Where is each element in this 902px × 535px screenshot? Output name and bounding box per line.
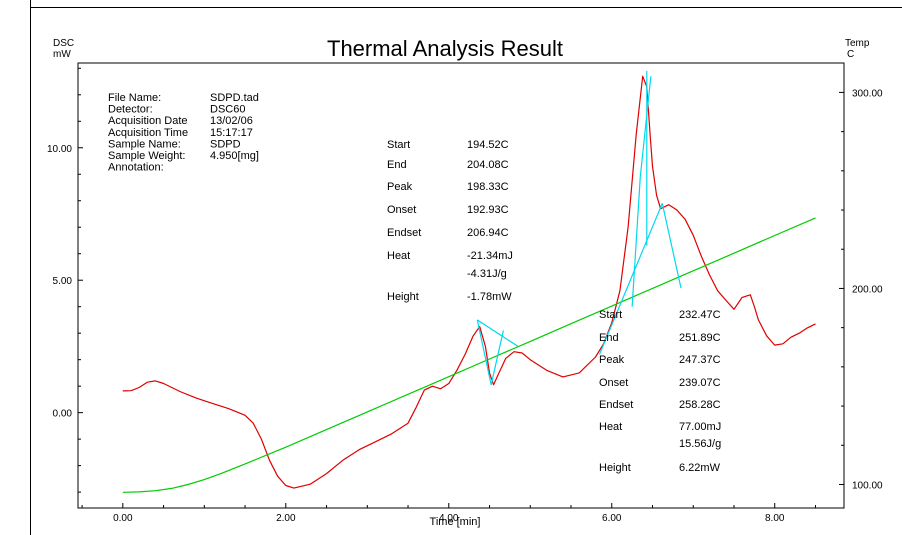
peak2-value: 15.56J/g (679, 438, 721, 450)
peak-baseline-line (639, 76, 652, 177)
peak1-label: Endset (387, 227, 421, 239)
y-left-axis-ticks: 0.00 5.00 10.00 (47, 67, 83, 493)
y-right-tick-label: 200.00 (852, 284, 883, 295)
temperature-series-line (122, 217, 816, 493)
dsc-series-line (122, 75, 816, 489)
peak2-label: Peak (599, 354, 625, 366)
peak-baseline-line (476, 319, 519, 347)
peak2-value: 232.47C (679, 309, 721, 321)
peak2-value: 239.07C (679, 377, 721, 389)
peak2-results-block: Start 232.47C End 251.89C Peak 247.37C Onset 23… (599, 309, 721, 474)
peak1-value: -21.34mJ (467, 250, 513, 262)
peak2-label: End (599, 332, 619, 344)
file-info-value: 13/02/06 (210, 115, 253, 127)
y-left-tick-label: 0.00 (53, 409, 73, 420)
file-info-label: Annotation: (108, 162, 164, 174)
file-info-label: Acquisition Time (108, 127, 188, 139)
peak2-label: Onset (599, 377, 628, 389)
file-info-value: 4.950[mg] (210, 150, 259, 162)
peak-baseline-line (490, 330, 504, 385)
y-left-tick-label: 10.00 (47, 144, 72, 155)
x-tick-label: 2.00 (276, 513, 296, 524)
x-tick-label: 4.00 (439, 513, 459, 524)
peak2-label: Start (599, 309, 622, 321)
peak1-value: -1.78mW (467, 291, 512, 303)
peak1-results-block: Start 194.52C End 204.08C Peak 198.33C Onset 19… (387, 139, 513, 303)
peak-baseline-line (661, 203, 682, 289)
y-right-axis-ticks: 100.00 200.00 300.00 (839, 88, 883, 491)
peak2-value: 251.89C (679, 332, 721, 344)
plot-frame (77, 62, 845, 509)
y-right-label-top: Temp (845, 38, 870, 49)
peak2-value: 258.28C (679, 399, 721, 411)
window-top-border (30, 7, 902, 8)
file-info-value: DSC60 (210, 104, 245, 116)
peak2-value: 6.22mW (679, 462, 721, 474)
file-info-value: SDPD.tad (210, 92, 259, 104)
peak2-value: 247.37C (679, 354, 721, 366)
file-info-label: Sample Name: (108, 138, 181, 150)
series-layer (122, 75, 816, 493)
peak2-label: Height (599, 462, 631, 474)
file-info-label: Sample Weight: (108, 150, 185, 162)
y-right-tick-label: 100.00 (852, 480, 883, 491)
peak1-label: Heat (387, 250, 410, 262)
chart-title: Thermal Analysis Result (327, 36, 563, 61)
file-info-value: 15:17:17 (210, 127, 253, 139)
x-tick-label: 8.00 (765, 513, 785, 524)
baseline-layer (476, 70, 682, 385)
peak-baseline-line (631, 176, 641, 307)
x-tick-label: 6.00 (602, 513, 622, 524)
y-left-tick-label: 5.00 (53, 276, 73, 287)
x-axis-label: Time [min] (430, 516, 481, 528)
peak2-label: Endset (599, 399, 633, 411)
y-left-label-bottom: mW (53, 49, 71, 60)
peak1-value: 198.33C (467, 181, 509, 193)
peak1-label: Start (387, 139, 410, 151)
peak1-label: Height (387, 291, 419, 303)
peak2-label: Heat (599, 421, 622, 433)
peak-baseline-line (598, 203, 663, 355)
peak1-label: Peak (387, 181, 413, 193)
x-tick-label: 0.00 (113, 513, 133, 524)
y-right-label-bottom: C (847, 49, 854, 60)
peak1-label: End (387, 159, 407, 171)
file-info-label: Detector: (108, 104, 153, 116)
file-info-label: Acquisition Date (108, 115, 188, 127)
x-axis-ticks: 0.00 2.00 4.00 6.00 8.00 (81, 503, 816, 524)
window-left-border (30, 0, 31, 535)
peak1-label: Onset (387, 204, 416, 216)
peak1-value: -4.31J/g (467, 268, 507, 280)
y-left-label-top: DSC (53, 38, 74, 49)
peak1-value: 192.93C (467, 204, 509, 216)
file-info-block: File Name: SDPD.tad Detector: DSC60 Acquisit… (108, 92, 259, 174)
peak-baseline-line (476, 319, 492, 385)
file-info-label: File Name: (108, 92, 161, 104)
peak2-value: 77.00mJ (679, 421, 721, 433)
peak1-value: 194.52C (467, 139, 509, 151)
peak1-value: 204.08C (467, 159, 509, 171)
peak1-value: 206.94C (467, 227, 509, 239)
file-info-value: SDPD (210, 138, 241, 150)
y-right-tick-label: 300.00 (852, 88, 883, 99)
